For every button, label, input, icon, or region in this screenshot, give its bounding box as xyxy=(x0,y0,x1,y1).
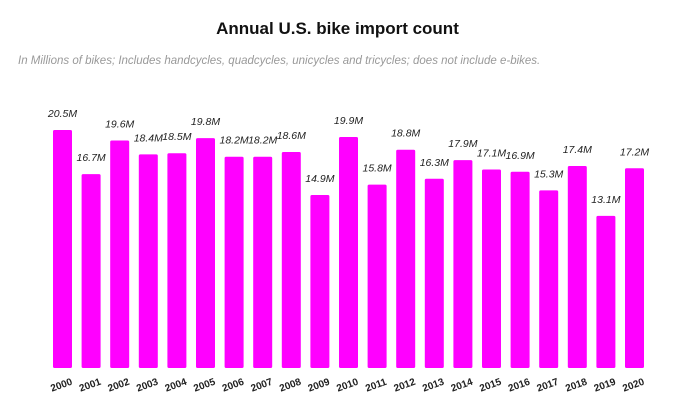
bar-2010 xyxy=(339,136,358,368)
data-label: 18.8M xyxy=(391,128,420,140)
bar-2004 xyxy=(167,153,187,368)
data-label: 17.4M xyxy=(563,144,592,156)
data-label: 18.2M xyxy=(248,135,277,147)
bar-2014 xyxy=(453,160,473,368)
x-tick-label: 2015 xyxy=(478,377,503,395)
bar-2019 xyxy=(596,215,616,368)
bar-2007 xyxy=(253,156,273,368)
data-label: 16.3M xyxy=(420,157,449,169)
data-label: 19.6M xyxy=(105,118,134,130)
x-tick-label: 2008 xyxy=(278,377,303,395)
bar-2003 xyxy=(138,154,158,368)
bar-2015 xyxy=(482,169,501,368)
data-label: 17.1M xyxy=(477,147,506,159)
x-tick-label: 2006 xyxy=(221,377,246,395)
bar-2017 xyxy=(539,190,559,368)
x-tick-label: 2014 xyxy=(450,377,475,395)
data-label: 20.5M xyxy=(47,108,77,120)
data-label: 15.8M xyxy=(363,163,392,175)
bar-2000 xyxy=(53,130,72,368)
bar-2008 xyxy=(281,152,301,368)
bar-2016 xyxy=(510,171,530,368)
x-tick-label: 2004 xyxy=(164,377,189,395)
x-tick-label: 2003 xyxy=(135,377,160,395)
data-label: 16.9M xyxy=(506,150,535,162)
bar-2006 xyxy=(224,156,244,368)
data-label: 17.2M xyxy=(620,146,649,158)
bar-2001 xyxy=(81,174,101,368)
bar-2013 xyxy=(424,178,444,368)
bar-2012 xyxy=(396,149,416,368)
x-tick-label: 2016 xyxy=(507,377,532,395)
bar-2002 xyxy=(110,140,130,368)
x-tick-label: 2000 xyxy=(49,377,74,395)
x-tick-label: 2013 xyxy=(421,377,446,395)
bar-2011 xyxy=(367,184,387,368)
x-tick-label: 2017 xyxy=(536,377,561,395)
x-tick-label: 2002 xyxy=(107,377,132,395)
data-label: 18.2M xyxy=(220,135,249,147)
data-label: 15.3M xyxy=(534,168,563,180)
data-label: 19.9M xyxy=(334,115,363,127)
bar-2018 xyxy=(567,165,587,368)
x-tick-label: 2009 xyxy=(307,377,332,395)
data-label: 18.6M xyxy=(277,130,306,142)
bar-2020 xyxy=(625,168,644,368)
data-label: 14.9M xyxy=(305,173,334,185)
data-label: 13.1M xyxy=(591,194,620,206)
data-label: 16.7M xyxy=(77,152,106,164)
bar-2005 xyxy=(196,138,215,368)
x-tick-label: 2019 xyxy=(593,377,618,395)
data-label: 18.4M xyxy=(134,132,163,144)
data-label: 17.9M xyxy=(448,138,477,150)
chart-subtitle: In Millions of bikes; Includes handcycle… xyxy=(18,55,541,67)
data-label: 18.5M xyxy=(162,131,191,143)
data-label: 19.8M xyxy=(191,116,220,128)
x-tick-label: 2018 xyxy=(564,377,589,395)
x-tick-label: 2010 xyxy=(335,377,360,395)
x-tick-label: 2012 xyxy=(393,377,418,395)
chart-title: Annual U.S. bike import count xyxy=(216,19,459,38)
x-tick-label: 2005 xyxy=(192,377,217,395)
bar-2009 xyxy=(310,195,330,368)
x-tick-label: 2001 xyxy=(78,377,103,395)
x-tick-label: 2020 xyxy=(621,377,646,395)
x-tick-label: 2011 xyxy=(364,377,389,395)
x-tick-label: 2007 xyxy=(250,377,275,395)
